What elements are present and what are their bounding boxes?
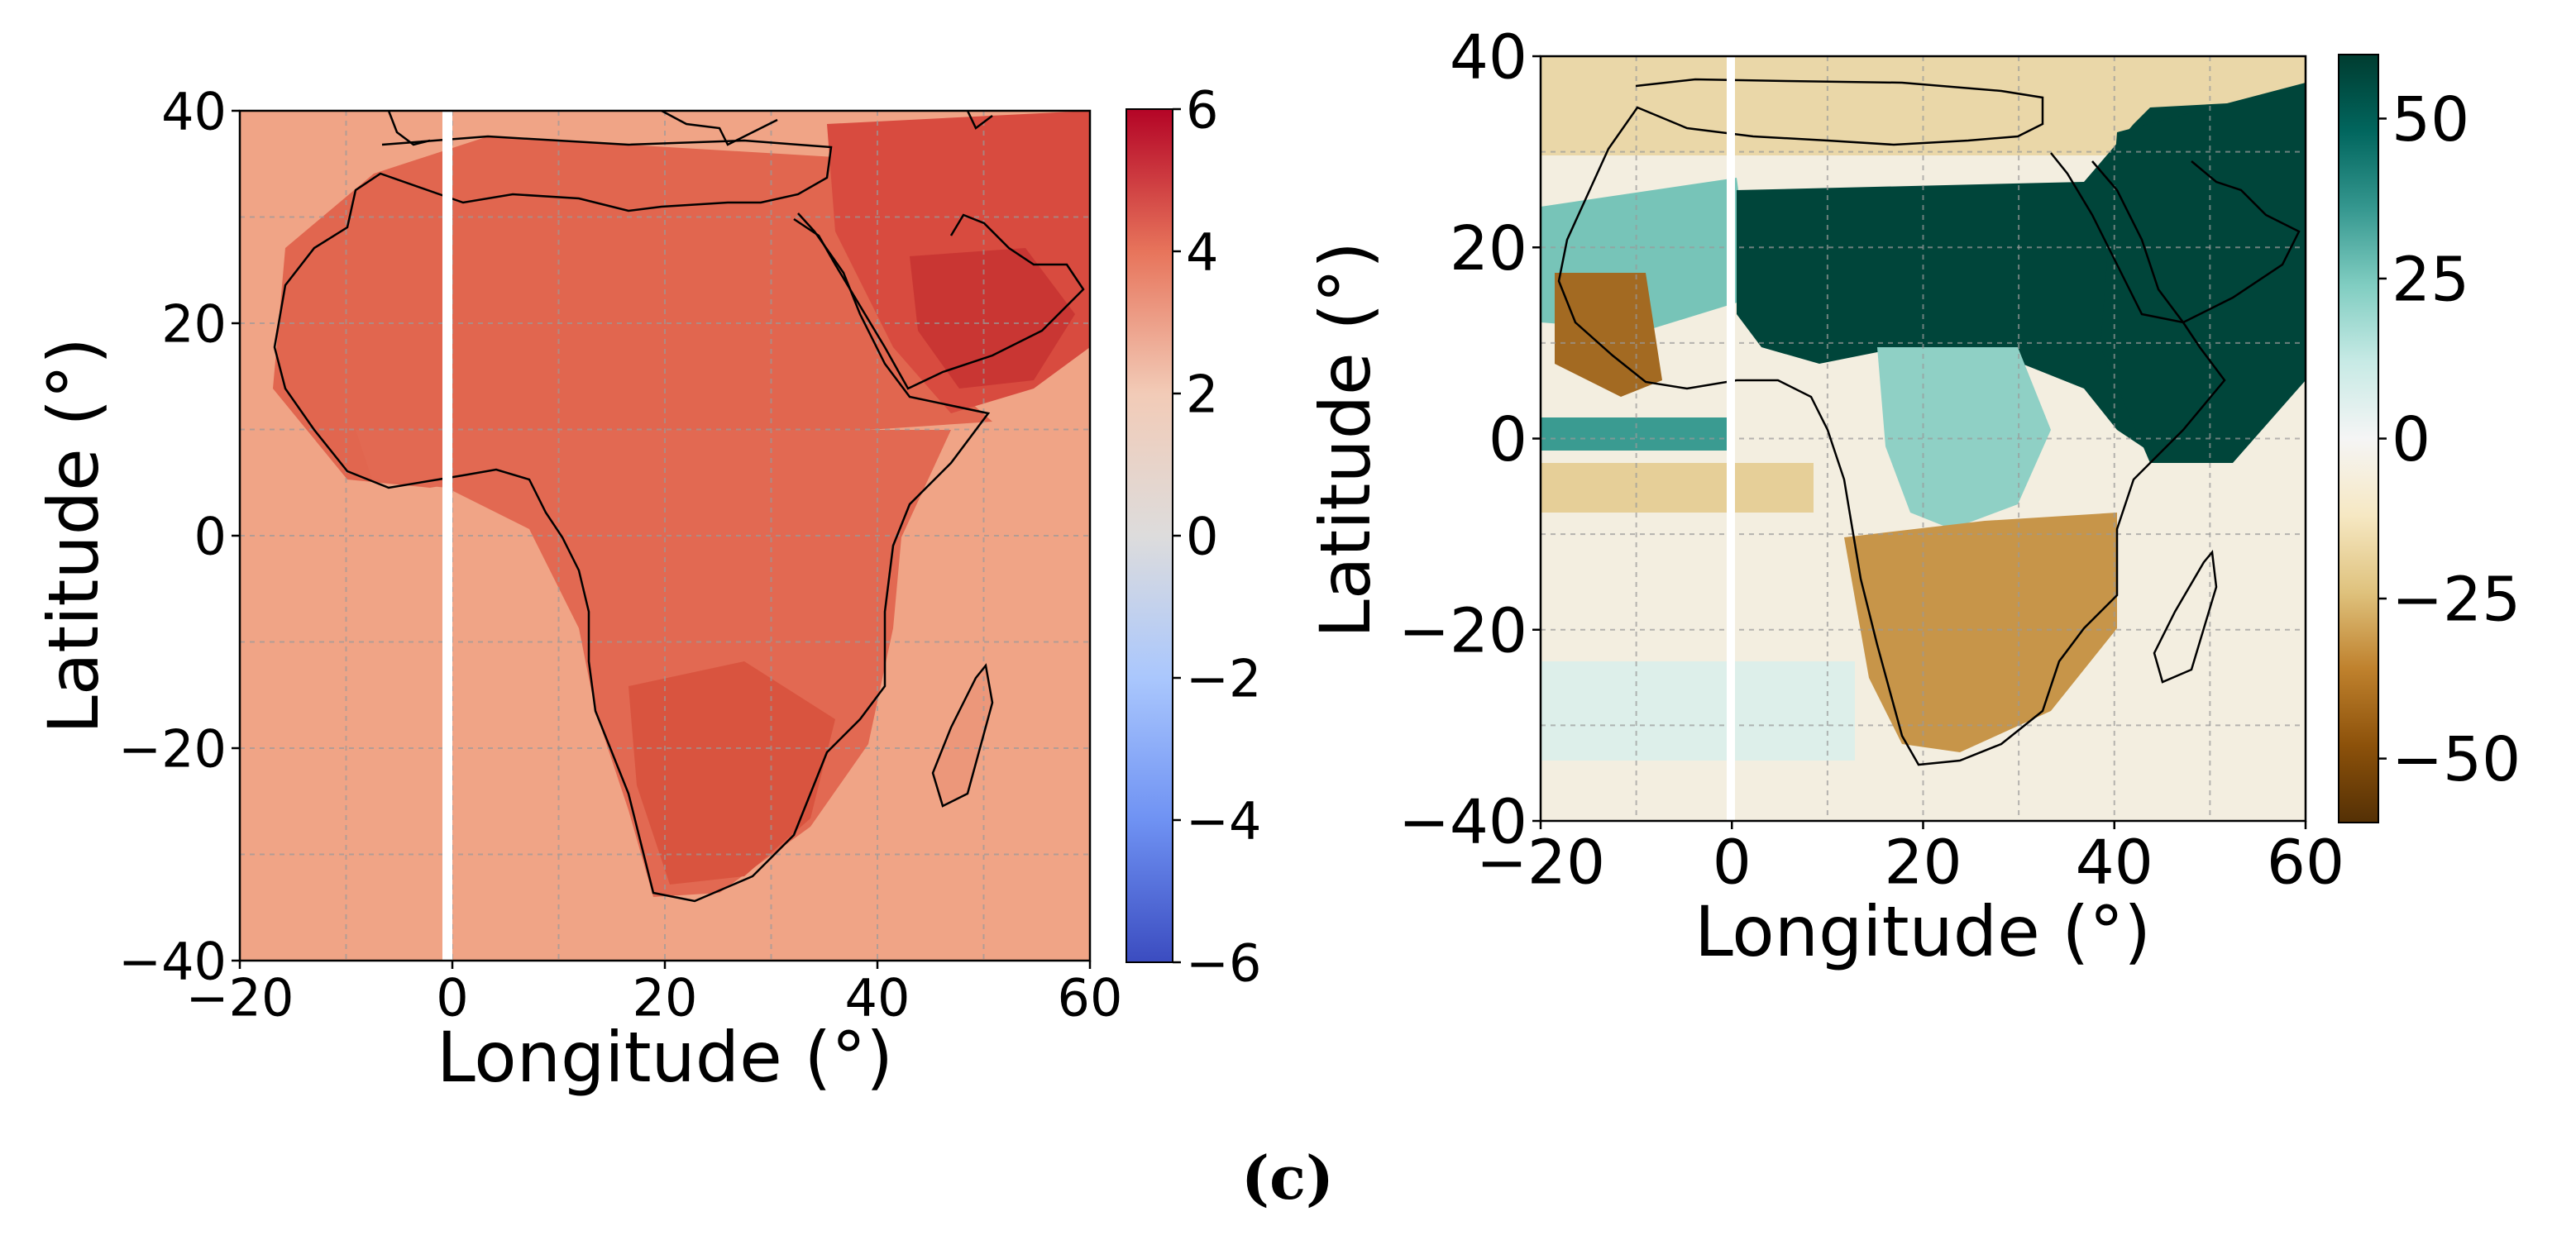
right-region-arabia xyxy=(2100,83,2306,463)
left-region-madagascar xyxy=(933,665,992,806)
right-region-west-coast xyxy=(1555,273,1662,397)
right-coastline xyxy=(1557,78,2226,766)
right-coastline-madagascar xyxy=(2153,549,2218,684)
right-region-south-atlantic xyxy=(1541,463,1814,513)
colorbar-tick-label: −4 xyxy=(1186,790,1261,851)
right-region-far-south xyxy=(1541,661,1855,761)
x-tick-label: −20 xyxy=(1476,828,1605,899)
left-colorbar-ticks: 6 4 2 0 −2 −4 −6 xyxy=(1173,79,1261,993)
left-region-arabia xyxy=(910,248,1075,389)
right-xlabel: Longitude (°) xyxy=(1694,891,2151,972)
x-tick-label: 20 xyxy=(633,967,698,1028)
right-heatmap-field xyxy=(1541,56,2306,821)
left-ylabel: Latitude (°) xyxy=(33,337,114,734)
x-tick-label: 60 xyxy=(1058,967,1123,1028)
right-colorbar-ticks: 50 25 0 −25 −50 xyxy=(2378,84,2521,795)
colorbar-tick-label: 50 xyxy=(2392,84,2469,155)
colorbar-tick-label: 4 xyxy=(1186,222,1218,282)
left-coastline-europe xyxy=(387,111,993,146)
right-ylabel: Latitude (°) xyxy=(1305,241,1386,638)
y-tick-label: 0 xyxy=(1489,404,1527,475)
x-tick-label: 40 xyxy=(2076,828,2153,899)
left-gap-column xyxy=(442,111,452,961)
right-colorbar xyxy=(2338,54,2379,823)
y-tick-label: 0 xyxy=(194,506,227,566)
right-coastline-arabia xyxy=(2050,152,2301,324)
y-tick-label: −20 xyxy=(118,718,227,779)
left-coastline-redsea xyxy=(793,213,1085,390)
colorbar-tick-label: −6 xyxy=(1186,933,1261,993)
colorbar-tick-label: −2 xyxy=(1186,648,1261,708)
colorbar-tick-label: −25 xyxy=(2392,565,2521,636)
colorbar-tick-label: 2 xyxy=(1186,364,1218,424)
y-tick-label: 40 xyxy=(1450,22,1527,93)
colorbar-tick-label: 25 xyxy=(2392,245,2469,316)
left-xlabel: Longitude (°) xyxy=(437,1017,893,1098)
left-region-southern-africa xyxy=(628,661,835,885)
right-gap-column xyxy=(1727,56,1735,821)
left-colorbar xyxy=(1126,108,1173,963)
y-tick-label: −40 xyxy=(1398,787,1527,858)
x-tick-label: 20 xyxy=(1884,828,1962,899)
x-tick-label: 0 xyxy=(436,967,468,1028)
colorbar-tick-label: 0 xyxy=(2392,404,2430,475)
left-heatmap-field xyxy=(240,111,1090,961)
x-tick-label: −20 xyxy=(186,967,294,1028)
y-tick-label: 20 xyxy=(161,293,227,354)
figure-caption: (c) xyxy=(1241,1142,1334,1213)
x-tick-label: 0 xyxy=(1713,828,1752,899)
y-tick-label: 40 xyxy=(161,81,227,141)
left-coastline-madagascar xyxy=(931,663,994,808)
colorbar-tick-label: −50 xyxy=(2392,724,2521,795)
left-coastline xyxy=(273,135,991,903)
x-tick-label: 60 xyxy=(2267,828,2344,899)
y-tick-label: −40 xyxy=(118,931,227,991)
y-tick-label: 20 xyxy=(1450,213,1527,284)
colorbar-tick-label: 0 xyxy=(1186,506,1218,566)
colorbar-tick-label: 6 xyxy=(1186,79,1218,140)
x-tick-label: 40 xyxy=(845,967,910,1028)
y-tick-label: −20 xyxy=(1398,595,1527,666)
right-region-congo xyxy=(1877,347,2051,529)
